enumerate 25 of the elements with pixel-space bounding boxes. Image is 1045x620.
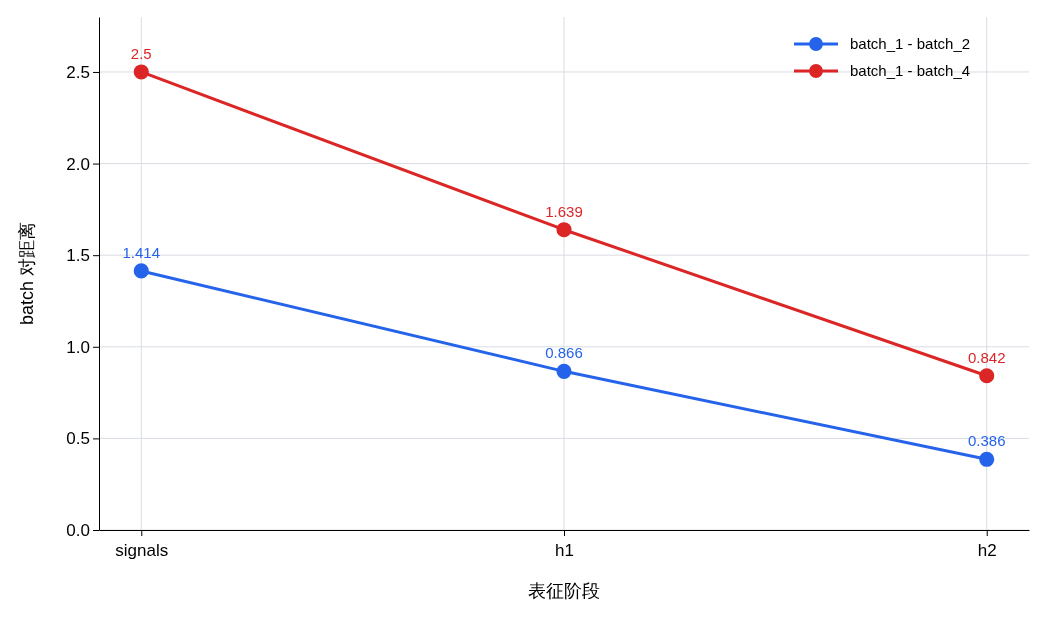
- data-label: 0.386: [967, 432, 1006, 450]
- data-label: 1.639: [545, 202, 583, 220]
- data-label: 0.842: [967, 348, 1006, 366]
- y-tick-label: 1.5: [66, 246, 90, 266]
- point: [979, 368, 995, 384]
- x-tick-label: signals: [115, 541, 169, 560]
- y-tick-label: 2.5: [66, 62, 90, 82]
- data-label: 2.5: [130, 44, 152, 62]
- data-label: 0.866: [545, 344, 583, 362]
- y-tick-label: 0.5: [66, 429, 90, 449]
- y-tick-label: 1.0: [66, 337, 90, 357]
- x-axis-title: 表征阶段: [528, 581, 600, 601]
- point: [133, 64, 149, 80]
- point: [979, 451, 995, 467]
- point: [556, 222, 572, 238]
- y-axis-title: batch 对距离: [17, 221, 37, 326]
- point: [133, 263, 149, 279]
- x-tick-label: h1: [555, 541, 574, 560]
- data-label: 1.414: [122, 243, 161, 261]
- y-tick-label: 0.0: [66, 520, 90, 540]
- legend-label: batch_1 - batch_4: [850, 62, 971, 79]
- y-tick-label: 2.0: [66, 154, 90, 174]
- x-tick-label: h2: [977, 541, 997, 560]
- point: [556, 363, 572, 379]
- legend-label: batch_1 - batch_2: [850, 35, 971, 52]
